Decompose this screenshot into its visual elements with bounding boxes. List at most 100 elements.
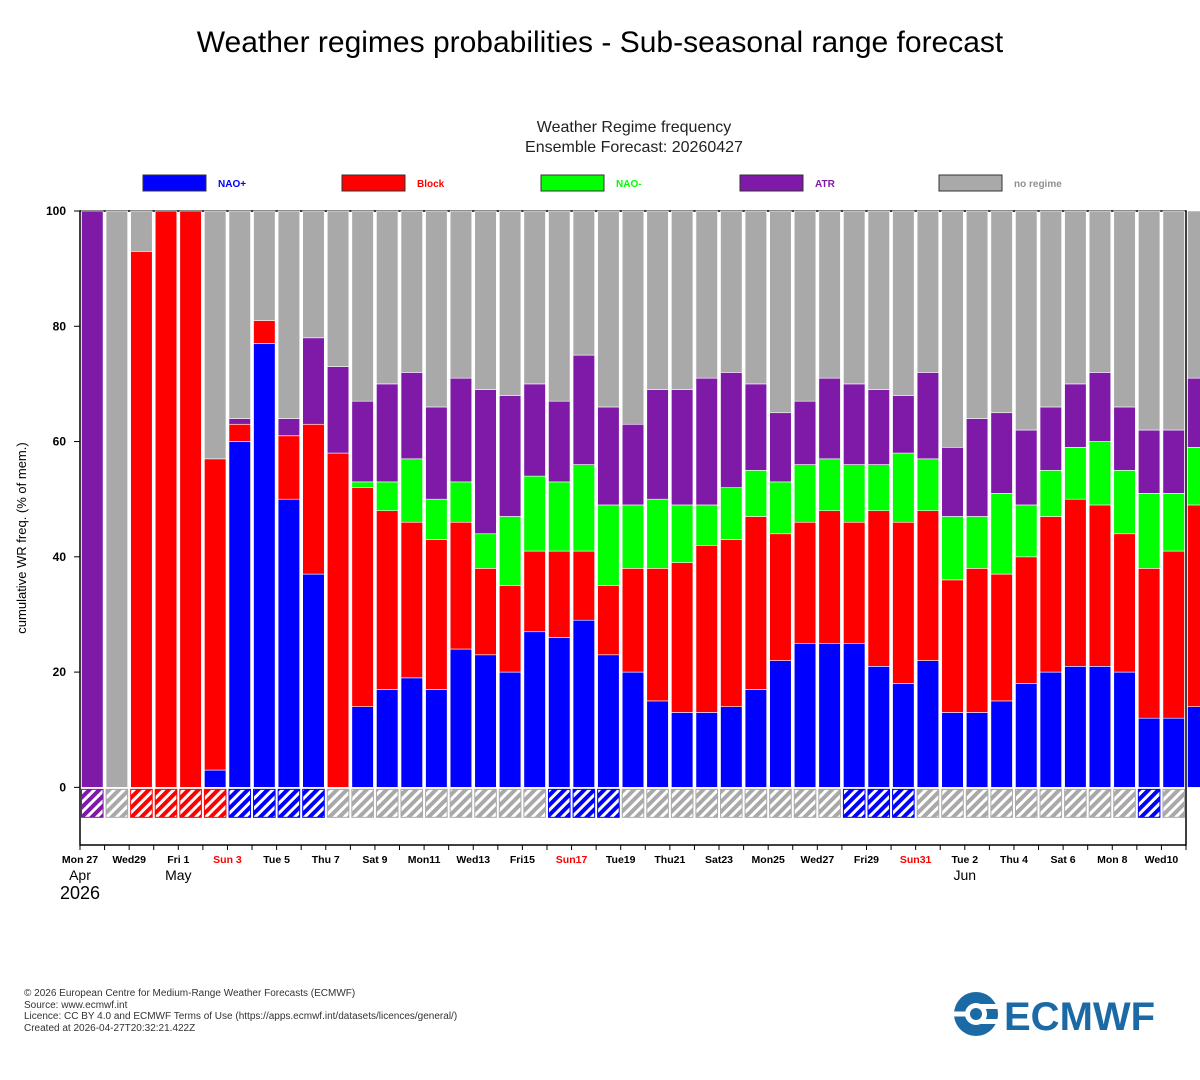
bar-segment [744, 210, 767, 385]
x-tick-label: Sat 9 [362, 854, 387, 866]
bar-segment [621, 210, 645, 425]
bar-segment [916, 660, 940, 788]
initial-regime-box [1014, 788, 1038, 818]
bar-segment [400, 521, 423, 679]
bar-segment [204, 210, 227, 460]
initial-regime-box [81, 788, 104, 818]
bar-segment [400, 458, 423, 523]
x-tick-label: Wed10 [1145, 854, 1179, 866]
bar-segment [990, 573, 1013, 702]
bar-segment [1138, 568, 1161, 719]
legend-swatch [142, 174, 207, 192]
bar-segment [449, 648, 473, 788]
x-month-label: May [165, 867, 191, 883]
bar-segment [892, 210, 915, 396]
bar-segment [965, 568, 989, 713]
bar-segment [843, 464, 866, 523]
bar-segment [941, 579, 964, 713]
bar-segment [1162, 493, 1185, 552]
bar-segment [818, 377, 841, 460]
bar-segment [793, 521, 817, 644]
bar-segment [523, 631, 546, 788]
bar-segment [695, 210, 718, 379]
bar-segment [892, 683, 915, 788]
bar-segment [1113, 671, 1136, 788]
initial-regime-box [253, 788, 276, 818]
bar-segment [671, 389, 694, 506]
bar-segment [646, 700, 669, 788]
bar-segment [1088, 504, 1112, 667]
bar-segment [548, 637, 571, 788]
initial-regime-box [769, 788, 792, 818]
bar-segment [253, 343, 276, 788]
bar-segment [867, 389, 890, 465]
bar-segment [351, 481, 374, 488]
bar-segment [818, 458, 841, 512]
x-tick-label: Tue 2 [951, 854, 978, 866]
bar-segment [1162, 210, 1185, 431]
ecmwf-logo-icon [952, 992, 1002, 1036]
bar-segment [695, 504, 718, 546]
bar-segment [376, 689, 399, 788]
initial-regime-box [1039, 788, 1063, 818]
bar-segment [474, 210, 497, 390]
bar-segment [1015, 504, 1038, 558]
initial-regime-box [1113, 788, 1136, 818]
bar-segment [302, 210, 325, 339]
bar-segment [130, 251, 153, 788]
bar-segment [425, 689, 448, 788]
footer-source: Source: www.ecmwf.int [24, 999, 128, 1011]
bar-segment [449, 210, 473, 379]
bar-segment [671, 504, 694, 563]
bar-segment [818, 642, 841, 788]
bar-segment [302, 423, 325, 575]
bar-segment [1187, 447, 1200, 506]
weather-regime-chart: Weather Regime frequency Ensemble Forecas… [14, 119, 1200, 903]
x-tick-label: Mon 27 [62, 854, 98, 866]
x-tick-label: Mon 8 [1097, 854, 1127, 866]
bar-segment [449, 521, 473, 650]
bar-segment [105, 210, 128, 788]
initial-regime-box [474, 788, 497, 818]
initial-regime-box [498, 788, 522, 818]
bar-segment [621, 423, 645, 506]
bar-segment [277, 498, 301, 788]
bar-segment [523, 475, 546, 552]
bar-segment [277, 435, 301, 500]
bar-segment [941, 210, 964, 448]
bar-segment [179, 210, 202, 788]
x-tick-label: Sat 6 [1051, 854, 1076, 866]
bar-segment [769, 210, 792, 414]
bar-segment [1015, 429, 1038, 506]
x-tick-label: Wed29 [112, 854, 146, 866]
bar-segment [695, 544, 718, 713]
bar-segment [523, 550, 546, 633]
bar-segment [990, 493, 1013, 575]
initial-regime-box [744, 788, 768, 818]
legend-swatch [540, 174, 605, 192]
bar-segment [916, 458, 940, 512]
bar-segment [720, 706, 743, 788]
bar-segment [1064, 498, 1087, 667]
bar-segment [548, 550, 571, 638]
bar-segment [941, 516, 964, 581]
bar-segment [1138, 429, 1161, 494]
bar-segment [671, 712, 694, 788]
bar-segment [892, 452, 915, 523]
bar-segment [228, 423, 251, 442]
bar-segment [400, 677, 423, 788]
bar-segment [523, 383, 546, 477]
x-tick-label: Fri 1 [167, 854, 189, 866]
legend-label: ATR [815, 179, 836, 190]
initial-regime-box [670, 788, 694, 818]
bar-segment [597, 210, 620, 408]
bar-segment [474, 389, 497, 535]
bar-segment [1113, 210, 1136, 408]
bar-segment [474, 533, 497, 569]
bar-segment [277, 418, 301, 437]
bar-segment [400, 210, 423, 373]
bar-segment [941, 712, 964, 788]
bar-segment [228, 210, 251, 419]
bar-segment [1113, 406, 1136, 471]
x-tick-label: Mon11 [408, 854, 441, 866]
